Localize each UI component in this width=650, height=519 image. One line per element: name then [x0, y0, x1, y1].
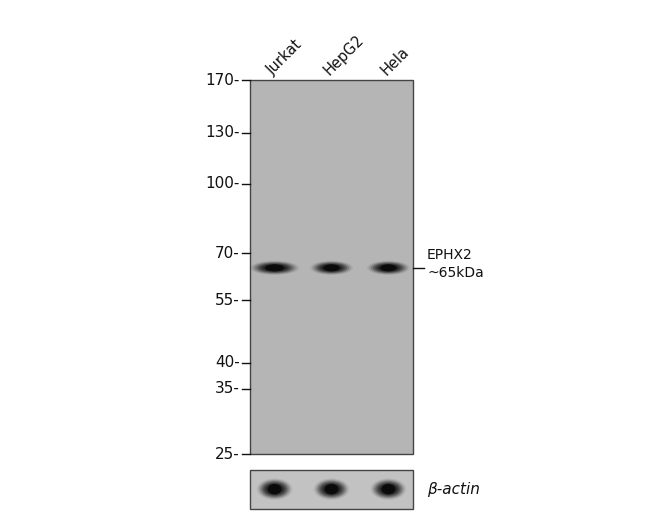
Ellipse shape [379, 265, 398, 271]
Ellipse shape [372, 480, 404, 499]
Ellipse shape [310, 261, 353, 275]
Ellipse shape [263, 265, 286, 271]
Ellipse shape [377, 264, 400, 272]
Ellipse shape [270, 486, 280, 492]
Text: HepG2: HepG2 [321, 32, 367, 78]
Ellipse shape [385, 267, 392, 269]
Text: EPHX2: EPHX2 [427, 248, 473, 262]
Text: 170-: 170- [205, 73, 240, 88]
Ellipse shape [272, 487, 278, 491]
Ellipse shape [254, 262, 295, 274]
Ellipse shape [325, 484, 338, 495]
Ellipse shape [328, 267, 335, 269]
Ellipse shape [252, 262, 297, 275]
Text: β-actin: β-actin [427, 482, 480, 497]
Ellipse shape [381, 265, 396, 270]
Ellipse shape [265, 264, 284, 271]
Ellipse shape [379, 483, 398, 495]
Ellipse shape [328, 487, 335, 491]
Ellipse shape [315, 480, 348, 499]
Ellipse shape [260, 481, 289, 498]
Ellipse shape [326, 266, 337, 270]
Ellipse shape [380, 484, 396, 494]
Ellipse shape [263, 482, 286, 496]
Ellipse shape [268, 485, 281, 493]
Ellipse shape [314, 262, 349, 274]
Ellipse shape [320, 264, 343, 272]
Text: 35-: 35- [215, 381, 240, 396]
Text: 40-: 40- [215, 355, 240, 370]
Ellipse shape [385, 487, 391, 491]
Ellipse shape [324, 265, 339, 270]
Ellipse shape [373, 263, 404, 273]
Ellipse shape [268, 484, 281, 495]
Ellipse shape [316, 263, 347, 273]
Ellipse shape [318, 482, 344, 497]
Ellipse shape [262, 482, 287, 497]
Ellipse shape [387, 488, 390, 490]
Ellipse shape [257, 479, 292, 500]
Ellipse shape [382, 484, 395, 495]
Ellipse shape [312, 262, 351, 275]
Ellipse shape [257, 263, 292, 273]
Ellipse shape [265, 483, 284, 495]
Ellipse shape [369, 262, 408, 275]
Ellipse shape [376, 482, 401, 497]
Ellipse shape [383, 266, 394, 270]
Ellipse shape [367, 261, 410, 275]
Ellipse shape [370, 479, 406, 500]
Ellipse shape [324, 484, 339, 494]
Ellipse shape [266, 484, 283, 494]
Text: Jurkat: Jurkat [264, 37, 305, 78]
Text: 130-: 130- [205, 125, 240, 140]
Bar [250, 80, 413, 454]
Ellipse shape [375, 263, 402, 272]
Ellipse shape [322, 483, 341, 495]
Ellipse shape [261, 264, 288, 272]
Ellipse shape [327, 486, 336, 492]
Ellipse shape [268, 266, 281, 270]
Ellipse shape [273, 488, 276, 490]
Ellipse shape [259, 480, 291, 499]
Text: 25-: 25- [215, 447, 240, 461]
Ellipse shape [314, 479, 349, 500]
Ellipse shape [371, 262, 406, 274]
Ellipse shape [259, 263, 291, 272]
Ellipse shape [374, 481, 403, 498]
Ellipse shape [270, 267, 279, 269]
Ellipse shape [325, 485, 338, 493]
Ellipse shape [323, 264, 340, 271]
Ellipse shape [317, 481, 346, 498]
Text: ~65kDa: ~65kDa [427, 266, 484, 280]
Ellipse shape [387, 267, 390, 268]
Ellipse shape [330, 488, 333, 490]
Bar [250, 470, 413, 509]
Ellipse shape [330, 267, 333, 268]
Ellipse shape [384, 486, 393, 492]
Text: 100-: 100- [205, 176, 240, 192]
Ellipse shape [322, 265, 341, 271]
Text: 55-: 55- [215, 293, 240, 308]
Ellipse shape [250, 261, 299, 275]
Text: 70-: 70- [215, 246, 240, 261]
Ellipse shape [377, 482, 400, 496]
Ellipse shape [380, 264, 396, 271]
Ellipse shape [272, 267, 277, 268]
Ellipse shape [266, 265, 283, 270]
Text: Hela: Hela [378, 44, 411, 78]
Ellipse shape [382, 485, 395, 493]
Ellipse shape [320, 482, 343, 496]
Ellipse shape [318, 263, 345, 272]
